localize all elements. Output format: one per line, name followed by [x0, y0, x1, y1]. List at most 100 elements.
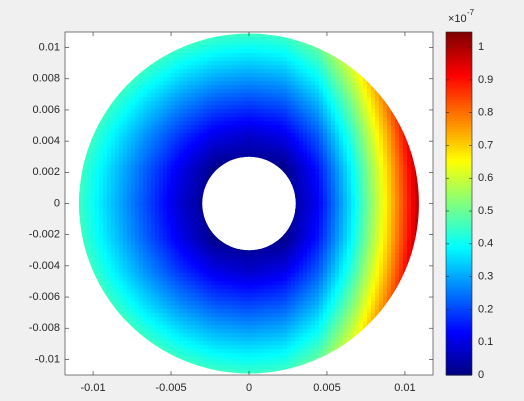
field-cell — [219, 81, 224, 86]
field-cell — [155, 129, 160, 134]
field-cell — [111, 229, 116, 234]
field-cell — [387, 257, 392, 262]
field-cell — [319, 209, 324, 214]
field-cell — [319, 213, 324, 218]
field-cell — [379, 141, 384, 146]
field-cell — [79, 201, 84, 206]
field-cell — [395, 281, 400, 286]
field-cell — [107, 153, 112, 158]
field-cell — [215, 121, 220, 126]
field-cell — [271, 129, 276, 134]
field-cell — [251, 281, 256, 286]
field-cell — [151, 293, 156, 298]
field-cell — [347, 289, 352, 294]
field-cell — [195, 61, 200, 66]
field-cell — [359, 317, 364, 322]
field-cell — [351, 173, 356, 178]
field-cell — [215, 101, 220, 106]
field-cell — [343, 237, 348, 242]
field-cell — [219, 65, 224, 70]
field-cell — [243, 257, 248, 262]
field-cell — [199, 205, 204, 210]
field-cell — [407, 165, 412, 170]
field-cell — [163, 249, 168, 254]
field-cell — [355, 153, 360, 158]
field-cell — [275, 37, 280, 42]
field-cell — [179, 241, 184, 246]
field-cell — [83, 165, 88, 170]
field-cell — [247, 45, 252, 50]
field-cell — [235, 37, 240, 42]
field-cell — [127, 301, 132, 306]
field-cell — [263, 129, 268, 134]
field-cell — [299, 69, 304, 74]
field-cell — [79, 225, 84, 230]
field-cell — [191, 241, 196, 246]
field-cell — [195, 317, 200, 322]
field-cell — [99, 237, 104, 242]
field-cell — [271, 245, 276, 250]
field-cell — [99, 173, 104, 178]
field-cell — [183, 57, 188, 62]
field-cell — [351, 289, 356, 294]
field-cell — [203, 281, 208, 286]
field-cell — [367, 293, 372, 298]
field-cell — [311, 169, 316, 174]
field-cell — [299, 173, 304, 178]
field-cell — [259, 261, 264, 266]
field-cell — [399, 177, 404, 182]
field-cell — [155, 81, 160, 86]
field-cell — [295, 245, 300, 250]
field-cell — [235, 53, 240, 58]
field-cell — [99, 285, 104, 290]
field-cell — [359, 85, 364, 90]
field-cell — [307, 205, 312, 210]
field-cell — [211, 305, 216, 310]
field-cell — [299, 269, 304, 274]
field-cell — [303, 57, 308, 62]
field-cell — [147, 81, 152, 86]
field-cell — [115, 105, 120, 110]
field-cell — [179, 309, 184, 314]
field-cell — [343, 69, 348, 74]
field-cell — [111, 273, 116, 278]
field-cell — [255, 125, 260, 130]
field-cell — [331, 201, 336, 206]
field-cell — [279, 85, 284, 90]
field-cell — [115, 189, 120, 194]
field-cell — [171, 197, 176, 202]
field-cell — [343, 165, 348, 170]
field-cell — [331, 213, 336, 218]
field-cell — [263, 289, 268, 294]
field-cell — [211, 129, 216, 134]
field-cell — [143, 313, 148, 318]
field-cell — [307, 113, 312, 118]
field-cell — [151, 209, 156, 214]
field-cell — [331, 57, 336, 62]
field-cell — [187, 89, 192, 94]
field-cell — [103, 237, 108, 242]
field-cell — [163, 89, 168, 94]
field-cell — [203, 233, 208, 238]
field-cell — [311, 233, 316, 238]
field-cell — [311, 89, 316, 94]
field-cell — [199, 201, 204, 206]
field-cell — [375, 305, 380, 310]
field-cell — [279, 281, 284, 286]
field-cell — [91, 261, 96, 266]
field-cell — [279, 89, 284, 94]
field-cell — [379, 221, 384, 226]
field-cell — [299, 285, 304, 290]
field-cell — [351, 77, 356, 82]
field-cell — [119, 261, 124, 266]
field-cell — [171, 137, 176, 142]
field-cell — [407, 213, 412, 218]
field-cell — [363, 225, 368, 230]
field-cell — [207, 157, 212, 162]
field-cell — [219, 37, 224, 42]
field-cell — [127, 213, 132, 218]
field-cell — [275, 101, 280, 106]
field-cell — [299, 213, 304, 218]
field-cell — [139, 165, 144, 170]
field-cell — [95, 161, 100, 166]
